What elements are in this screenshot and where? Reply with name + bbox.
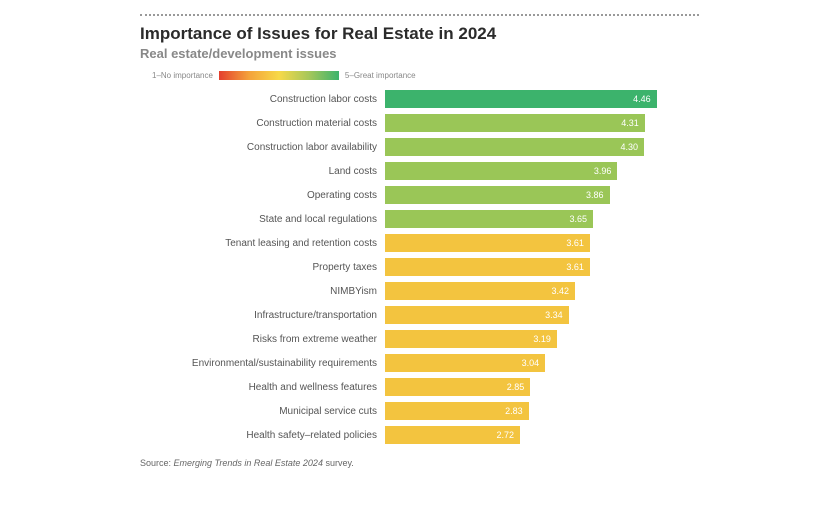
bar-value: 2.83: [505, 406, 523, 416]
bar-area: 3.42: [385, 282, 699, 300]
bar-area: 4.30: [385, 138, 699, 156]
bar-area: 4.31: [385, 114, 699, 132]
chart-row: Operating costs 3.86: [140, 186, 699, 204]
chart-row: Health and wellness features 2.85: [140, 378, 699, 396]
chart-row: Tenant leasing and retention costs 3.61: [140, 234, 699, 252]
row-label: Municipal service cuts: [140, 406, 385, 417]
bar-area: 3.19: [385, 330, 699, 348]
legend-high-label: 5–Great importance: [345, 71, 416, 80]
legend-gradient: [219, 71, 339, 80]
legend-low-label: 1–No importance: [152, 71, 213, 80]
source-title: Emerging Trends in Real Estate 2024: [174, 458, 323, 468]
bar-area: 3.96: [385, 162, 699, 180]
row-label: Operating costs: [140, 190, 385, 201]
top-divider: [140, 14, 699, 16]
bar-area: 3.61: [385, 234, 699, 252]
bar: 2.85: [385, 378, 530, 396]
chart-title: Importance of Issues for Real Estate in …: [140, 24, 699, 44]
bar: 3.61: [385, 258, 590, 276]
row-label: Tenant leasing and retention costs: [140, 238, 385, 249]
chart-row: Risks from extreme weather 3.19: [140, 330, 699, 348]
chart-row: NIMBYism 3.42: [140, 282, 699, 300]
bar-value: 3.19: [533, 334, 551, 344]
chart-container: Importance of Issues for Real Estate in …: [0, 0, 839, 480]
bar-area: 3.61: [385, 258, 699, 276]
bar-area: 3.04: [385, 354, 699, 372]
bar-value: 3.42: [551, 286, 569, 296]
bar-value: 4.30: [621, 142, 639, 152]
source-prefix: Source:: [140, 458, 174, 468]
bar-area: 3.86: [385, 186, 699, 204]
chart-row: Municipal service cuts 2.83: [140, 402, 699, 420]
bar: 4.30: [385, 138, 644, 156]
row-label: Risks from extreme weather: [140, 334, 385, 345]
row-label: Environmental/sustainability requirement…: [140, 358, 385, 369]
bar: 3.65: [385, 210, 593, 228]
bar: 3.86: [385, 186, 610, 204]
bar-value: 2.72: [496, 430, 514, 440]
bar-area: 2.83: [385, 402, 699, 420]
bar-value: 4.31: [621, 118, 639, 128]
chart-row: Property taxes 3.61: [140, 258, 699, 276]
bar-value: 2.85: [507, 382, 525, 392]
bar-value: 4.46: [633, 94, 651, 104]
row-label: Construction material costs: [140, 118, 385, 129]
bar-area: 3.65: [385, 210, 699, 228]
row-label: Health safety–related policies: [140, 430, 385, 441]
row-label: Land costs: [140, 166, 385, 177]
bar: 4.46: [385, 90, 657, 108]
chart-row: Environmental/sustainability requirement…: [140, 354, 699, 372]
bar-area: 2.72: [385, 426, 699, 444]
bar-area: 2.85: [385, 378, 699, 396]
bar-value: 3.34: [545, 310, 563, 320]
source-suffix: survey.: [323, 458, 354, 468]
chart-row: Land costs 3.96: [140, 162, 699, 180]
chart-row: Construction labor availability 4.30: [140, 138, 699, 156]
chart-row: Construction labor costs 4.46: [140, 90, 699, 108]
bar-area: 3.34: [385, 306, 699, 324]
row-label: NIMBYism: [140, 286, 385, 297]
bar: 3.96: [385, 162, 617, 180]
bar: 2.72: [385, 426, 520, 444]
bar-value: 3.61: [566, 262, 584, 272]
source-line: Source: Emerging Trends in Real Estate 2…: [140, 458, 699, 468]
row-label: Construction labor costs: [140, 94, 385, 105]
row-label: Property taxes: [140, 262, 385, 273]
bar-value: 3.04: [522, 358, 540, 368]
bar-value: 3.86: [586, 190, 604, 200]
chart-row: Construction material costs 4.31: [140, 114, 699, 132]
bar-area: 4.46: [385, 90, 699, 108]
row-label: State and local regulations: [140, 214, 385, 225]
row-label: Construction labor availability: [140, 142, 385, 153]
chart-subtitle: Real estate/development issues: [140, 46, 699, 61]
bar-value: 3.96: [594, 166, 612, 176]
chart-row: Health safety–related policies 2.72: [140, 426, 699, 444]
bar: 3.04: [385, 354, 545, 372]
bar-value: 3.65: [569, 214, 587, 224]
legend: 1–No importance 5–Great importance: [152, 71, 699, 80]
bar: 2.83: [385, 402, 529, 420]
bar: 4.31: [385, 114, 645, 132]
chart-row: Infrastructure/transportation 3.34: [140, 306, 699, 324]
row-label: Infrastructure/transportation: [140, 310, 385, 321]
bar: 3.61: [385, 234, 590, 252]
bar: 3.34: [385, 306, 569, 324]
bar-chart: Construction labor costs4.46Construction…: [140, 90, 699, 444]
chart-row: State and local regulations 3.65: [140, 210, 699, 228]
bar: 3.42: [385, 282, 575, 300]
bar-value: 3.61: [566, 238, 584, 248]
row-label: Health and wellness features: [140, 382, 385, 393]
bar: 3.19: [385, 330, 557, 348]
